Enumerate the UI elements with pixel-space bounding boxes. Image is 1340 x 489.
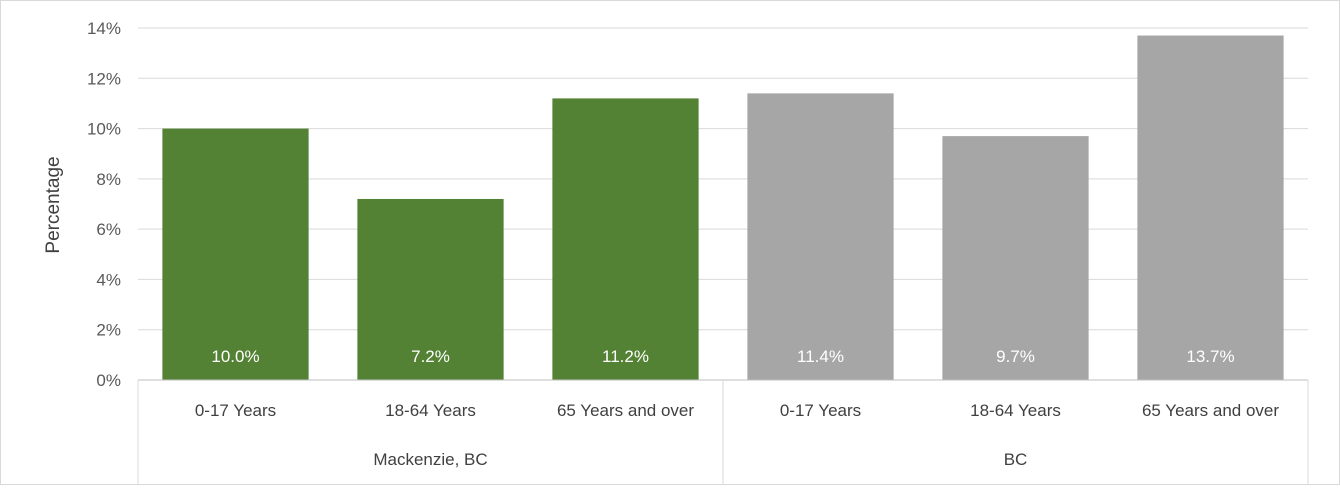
- bar: [747, 93, 894, 380]
- y-tick-label: 10%: [87, 120, 121, 139]
- data-label: 11.4%: [797, 347, 844, 366]
- x-category-label: 65 Years and over: [1142, 401, 1279, 420]
- bar: [1137, 35, 1284, 381]
- data-label: 13.7%: [1186, 347, 1234, 366]
- x-category-label: 18-64 Years: [385, 401, 476, 420]
- y-tick-label: 14%: [87, 19, 121, 38]
- bar: [162, 128, 309, 380]
- y-tick-label: 12%: [87, 69, 121, 88]
- bar: [552, 98, 699, 381]
- y-tick-label: 8%: [96, 170, 121, 189]
- y-tick-label: 4%: [96, 270, 121, 289]
- gridlines: [138, 27, 1308, 331]
- y-axis-title: Percentage: [43, 156, 64, 253]
- y-tick-label: 2%: [96, 321, 121, 340]
- x-category-label: 0-17 Years: [780, 401, 861, 420]
- x-category-label: 18-64 Years: [970, 401, 1061, 420]
- y-tick-label: 6%: [96, 220, 121, 239]
- data-label: 7.2%: [411, 347, 450, 366]
- data-label: 10.0%: [211, 347, 259, 366]
- y-axis-ticks: 0% 2% 4% 6% 8% 10% 12% 14%: [87, 19, 121, 390]
- y-tick-label: 0%: [96, 371, 121, 390]
- bar: [357, 198, 504, 380]
- x-category-label: 0-17 Years: [195, 401, 276, 420]
- bar: [942, 136, 1089, 380]
- data-label: 11.2%: [602, 347, 649, 366]
- x-group-label: BC: [1004, 450, 1028, 469]
- x-category-label: 65 Years and over: [557, 401, 694, 420]
- data-label: 9.7%: [996, 347, 1035, 366]
- bars: 10.0% 7.2% 11.2% 11.4% 9.7% 13.7%: [162, 35, 1284, 381]
- x-group-label: Mackenzie, BC: [373, 450, 487, 469]
- x-axis-labels: 0-17 Years 18-64 Years 65 Years and over 0-…: [195, 401, 1280, 469]
- axes: [137, 379, 1309, 484]
